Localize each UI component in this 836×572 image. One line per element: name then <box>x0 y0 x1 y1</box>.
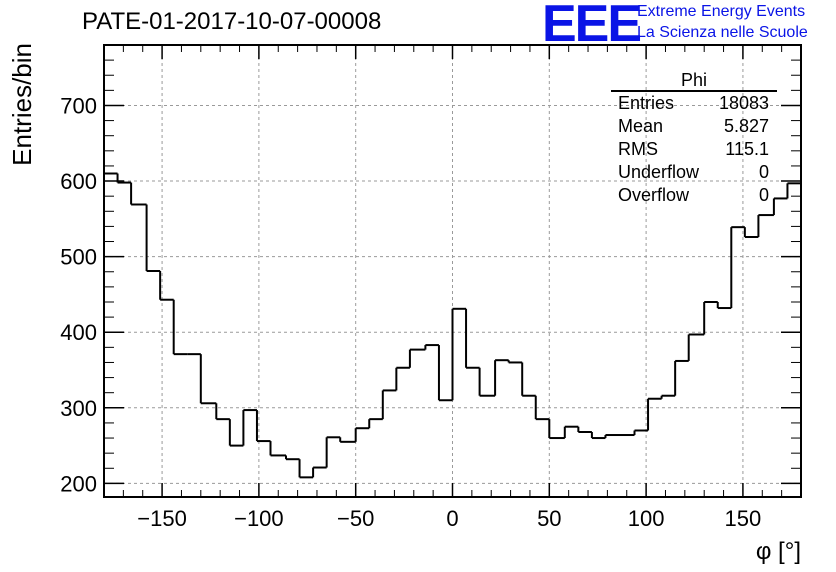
y-tick-label: 500 <box>60 245 97 270</box>
stats-label: Entries <box>618 93 675 113</box>
y-tick-label: 700 <box>60 93 97 118</box>
stats-row-underflow: Underflow 0 <box>611 161 777 184</box>
x-tick-label: −50 <box>337 506 374 531</box>
x-tick-label: 0 <box>446 506 458 531</box>
stats-label: Mean <box>618 116 664 136</box>
y-tick-label: 200 <box>60 471 97 496</box>
stats-value: 115.1 <box>725 139 769 159</box>
logo-caption-line1: Extreme Energy Events <box>637 3 806 20</box>
y-tick-label: 400 <box>60 320 97 345</box>
x-tick-label: 150 <box>725 506 762 531</box>
stats-value: 5.827 <box>723 116 769 136</box>
x-tick-label: 50 <box>537 506 561 531</box>
stats-row-mean: Mean 5.827 <box>611 115 777 138</box>
stats-label: Overflow <box>618 185 690 205</box>
logo-caption-line2: La Scienza nelle Scuole <box>637 24 808 41</box>
stats-value: 0 <box>758 162 769 182</box>
x-axis-label: φ [°] <box>756 538 801 565</box>
y-tick-label: 300 <box>60 396 97 421</box>
stats-row-overflow: Overflow 0 <box>611 184 777 207</box>
stats-value: 18083 <box>718 93 769 113</box>
stats-box-title: Phi <box>611 70 777 92</box>
x-tick-label: −150 <box>137 506 187 531</box>
x-tick-label: −100 <box>234 506 284 531</box>
y-axis-label: Entries/bin <box>7 43 37 166</box>
y-tick-label: 600 <box>60 169 97 194</box>
chart-title: PATE-01-2017-10-07-00008 <box>82 8 382 35</box>
stats-label: Underflow <box>618 162 700 182</box>
stats-value: 0 <box>758 185 769 205</box>
stats-row-rms: RMS 115.1 <box>611 138 777 161</box>
stats-box: Phi Entries 18083 Mean 5.827 RMS 115.1 U… <box>611 70 777 207</box>
stats-label: RMS <box>618 139 658 159</box>
x-tick-label: 100 <box>628 506 665 531</box>
eee-logo: EEE <box>542 0 642 53</box>
stats-row-entries: Entries 18083 <box>611 92 777 115</box>
